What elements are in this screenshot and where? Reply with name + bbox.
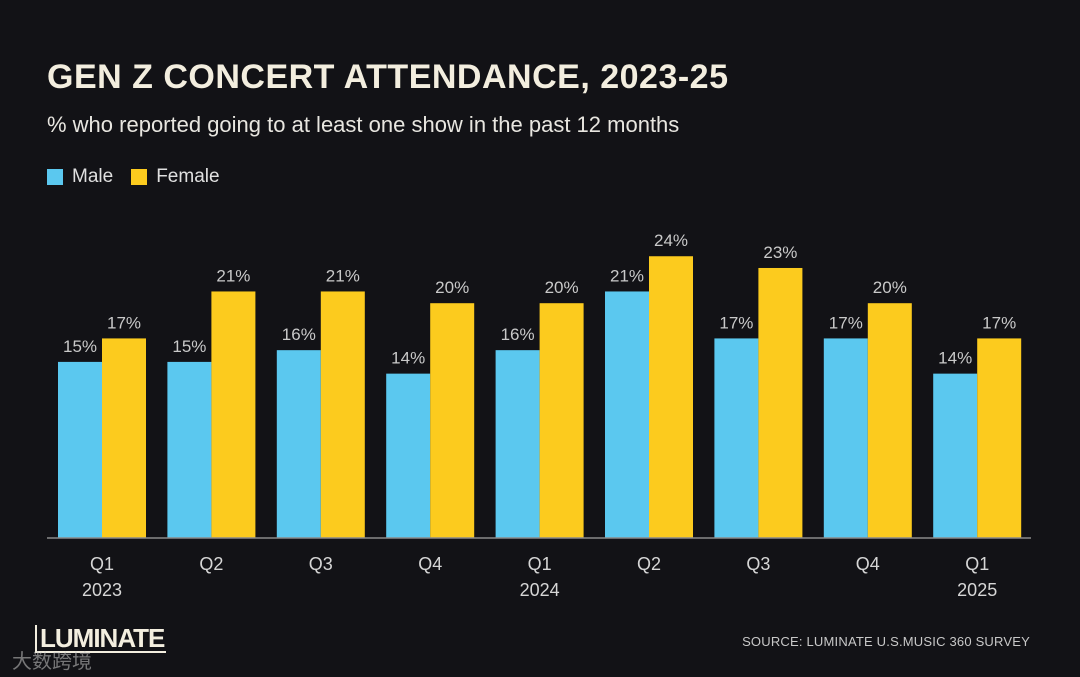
data-label-male-5: 21% [610,266,644,285]
x-tick-label-5-0: Q2 [637,554,661,574]
x-tick-label-3-0: Q4 [418,554,442,574]
data-label-male-0: 15% [63,337,97,356]
x-tick-label-4-1: 2024 [520,580,560,600]
bar-female-8 [977,338,1022,538]
chart-title: GEN Z CONCERT ATTENDANCE, 2023-25 [47,58,729,96]
data-label-female-8: 17% [982,313,1016,332]
bar-female-3 [430,303,475,538]
chart-subtitle: % who reported going to at least one sho… [47,112,680,137]
data-label-male-7: 17% [829,313,863,332]
data-label-female-7: 20% [873,278,907,297]
data-label-male-3: 14% [391,349,425,368]
legend-swatch-female [131,169,148,185]
bar-female-7 [867,303,912,538]
data-label-male-1: 15% [172,337,206,356]
bar-female-2 [320,291,365,538]
x-tick-label-1-0: Q2 [199,554,223,574]
luminate-logo: LUMINATE [35,625,167,653]
bar-male-4 [495,350,540,538]
x-tick-label-0-0: Q1 [90,554,114,574]
data-label-female-3: 20% [435,278,469,297]
x-tick-label-7-0: Q4 [856,554,880,574]
legend-item-male: Male [47,166,113,188]
watermark: 大数跨境 [12,651,92,673]
x-tick-label-2-0: Q3 [309,554,333,574]
data-label-female-4: 20% [545,278,579,297]
legend-swatch-male [47,169,63,185]
data-label-male-4: 16% [501,325,535,344]
bar-male-7 [823,338,868,538]
source-note: SOURCE: LUMINATE U.S.MUSIC 360 SURVEY [742,634,1030,649]
bar-male-5 [605,291,649,538]
data-label-male-2: 16% [282,325,316,344]
data-label-female-0: 17% [107,313,141,332]
bar-male-6 [714,338,759,538]
x-tick-label-6-0: Q3 [746,554,770,574]
data-label-male-6: 17% [719,313,753,332]
data-label-female-2: 21% [326,266,360,285]
x-tick-label-8-1: 2025 [957,580,997,600]
data-label-male-8: 14% [938,349,972,368]
bar-male-1 [167,361,212,538]
data-label-female-6: 23% [763,243,797,262]
data-label-female-1: 21% [216,266,250,285]
bar-male-3 [386,373,431,538]
legend-label-female: Female [156,166,220,187]
bar-male-2 [276,350,321,538]
bar-female-5 [649,256,693,538]
bar-female-0 [102,338,146,538]
legend-label-male: Male [72,166,114,187]
bar-female-6 [758,267,803,538]
data-label-female-5: 24% [654,231,688,250]
bar-female-1 [211,291,256,538]
bar-male-8 [933,373,978,538]
bar-female-4 [539,303,584,538]
bar-male-0 [58,361,102,538]
legend-item-female: Female [131,166,220,188]
x-tick-label-4-0: Q1 [528,554,552,574]
x-tick-label-8-0: Q1 [965,554,989,574]
x-tick-label-0-1: 2023 [82,580,122,600]
legend: Male Female [47,166,220,188]
